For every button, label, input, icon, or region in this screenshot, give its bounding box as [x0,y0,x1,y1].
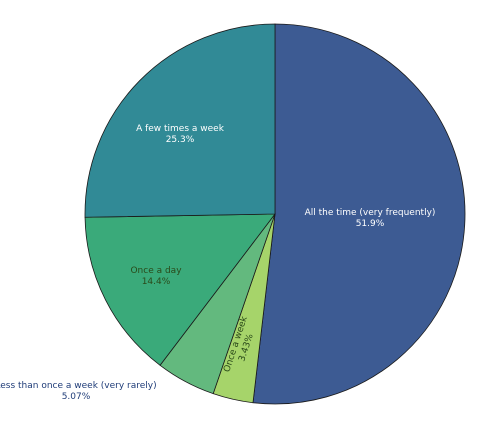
slice-label-all-the-time-very-frequently: All the time (very frequently) 51.9% [305,208,436,229]
slice-label-name: Less than once a week (very rarely) [0,381,157,391]
slice-label-name: Once a day [130,266,182,276]
pie-slice-once-a-day [84,213,276,366]
slice-label-a-few-times-a-week: A few times a week 25.3% [136,124,225,145]
slice-label-value: 51.9% [356,219,385,229]
pie-slice-all-the-time-very-frequently [252,23,466,405]
slice-label-less-than-once-a-week-very-rarely: Less than once a week (very rarely) 5.07% [0,381,157,402]
pie-slice-a-few-times-a-week [84,23,276,218]
slice-label-name: All the time (very frequently) [305,208,436,218]
slice-label-name: A few times a week [136,124,225,134]
slice-label-value: 25.3% [166,135,195,145]
pie-slices [84,23,466,405]
slice-label-value: 14.4% [142,277,171,287]
slice-label-value: 5.07% [62,392,91,402]
slice-label-once-a-day: Once a day 14.4% [130,266,182,287]
